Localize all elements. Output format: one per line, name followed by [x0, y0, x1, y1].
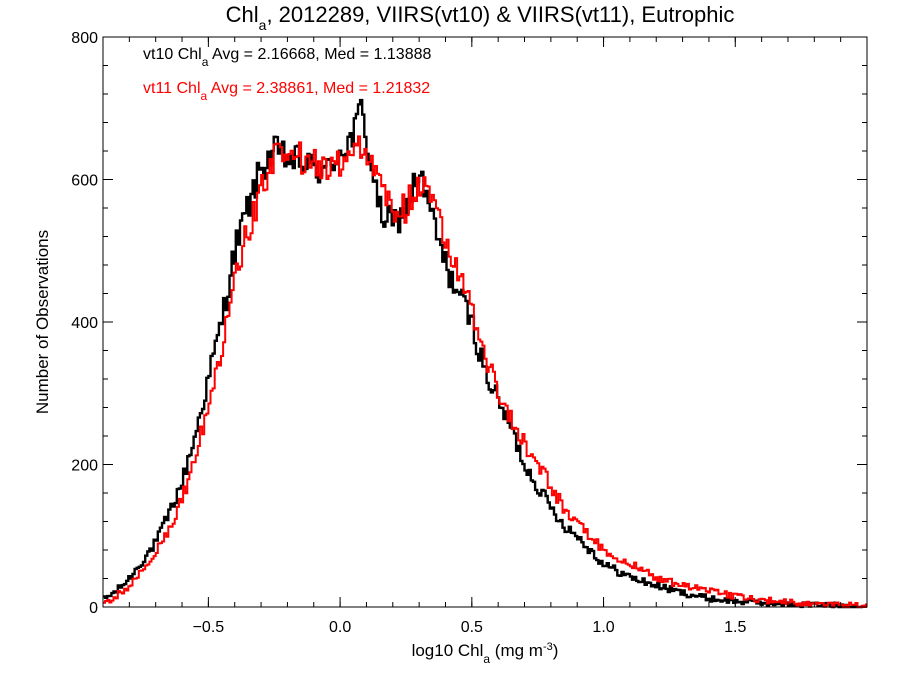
x-tick-label: 1.0 [592, 619, 614, 636]
chart-title: Chla, 2012289, VIIRS(vt10) & VIIRS(vt11)… [226, 2, 735, 33]
series-vt10-histogram [103, 98, 868, 609]
x-tick-label: 0.0 [329, 619, 351, 636]
vt10-annotation: vt10 Chla Avg = 2.16668, Med = 1.13888 [143, 46, 431, 69]
y-tick-label: 0 [89, 600, 98, 617]
x-tick-label: 1.5 [724, 619, 746, 636]
axis-ticks: −0.5 0.0 0.5 1.0 1.5 0 200 400 600 800 [71, 30, 868, 636]
series-layer [103, 98, 868, 609]
vt11-annotation: vt11 Chla Avg = 2.38861, Med = 1.21832 [143, 80, 430, 103]
x-axis-label: log10 Chla (mg m-3) [412, 641, 559, 666]
x-tick-label: 0.5 [461, 619, 483, 636]
series-vt11-histogram [103, 135, 867, 608]
plot-frame [102, 36, 868, 608]
y-tick-label: 600 [71, 173, 98, 190]
y-tick-label: 800 [71, 30, 98, 47]
y-tick-label: 400 [71, 315, 98, 332]
x-tick-label: −0.5 [193, 619, 225, 636]
y-tick-label: 200 [71, 458, 98, 475]
plot-area: −0.5 0.0 0.5 1.0 1.5 0 200 400 600 800 [71, 30, 868, 636]
y-axis-label: Number of Observations [33, 230, 52, 414]
